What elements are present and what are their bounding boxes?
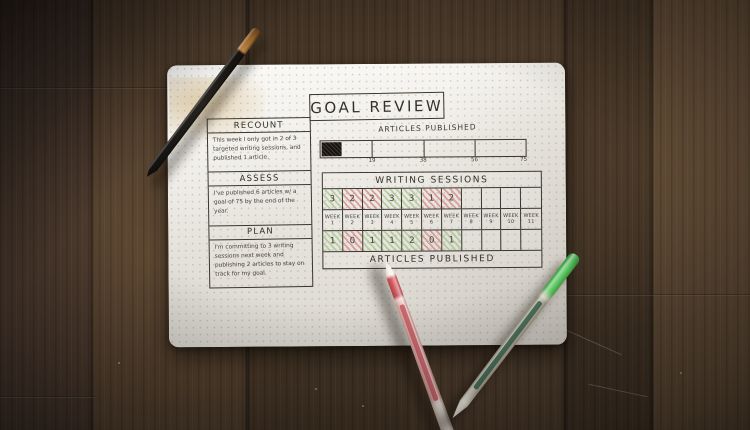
- section-text-assess: I've published 6 articles w/ a goal of 7…: [213, 189, 297, 216]
- article-cell: [481, 230, 502, 251]
- journal-page: GOAL REVIEW RECOUNT This week I only got…: [167, 62, 567, 348]
- tracker-footer: ARTICLES PUBLISHED: [369, 254, 496, 265]
- plank-seam: [0, 396, 96, 398]
- dust-speck: [680, 372, 682, 374]
- week-cell: WEEK 10: [501, 208, 522, 230]
- tick-label: 75: [520, 156, 528, 163]
- progress-tick: [474, 140, 476, 157]
- article-cell: 2: [402, 230, 423, 251]
- session-cell: 1: [421, 188, 442, 209]
- session-cell: 3: [322, 189, 343, 210]
- progress-bar-title: ARTICLES PUBLISHED: [378, 122, 477, 134]
- session-cell: 3: [382, 188, 403, 209]
- week-cell: WEEK 8: [461, 209, 482, 230]
- articles-row: 1 0 1 1 2 0 1: [323, 229, 542, 253]
- dust-speck: [118, 362, 120, 364]
- tracker-header: WRITING SESSIONS: [322, 171, 541, 190]
- review-panel: RECOUNT This week I only got in 2 of 3 t…: [206, 116, 314, 289]
- section-text-plan: I'm committing to 3 writing sessions nex…: [214, 242, 305, 278]
- section-label-plan: PLAN: [209, 223, 312, 241]
- session-cell: 2: [362, 188, 383, 210]
- session-cell: [481, 188, 502, 209]
- dust-speck: [362, 405, 364, 407]
- week-cell: WEEK 9: [481, 209, 502, 230]
- progress-fill: [321, 142, 342, 157]
- article-cell: 1: [382, 230, 403, 251]
- plank-seam: [0, 87, 170, 89]
- article-cell: [521, 230, 541, 250]
- article-cell: [501, 229, 522, 251]
- weeks-row: WEEK 1 WEEK 2 WEEK 3 WEEK 4 WEEK 5 WEEK 6 WEEK…: [323, 208, 542, 232]
- week-cell: WEEK 4: [382, 209, 403, 230]
- sessions-row: 3 2 2 3 3 1 2: [322, 187, 542, 211]
- session-cell: 3: [402, 188, 423, 209]
- session-cell: [521, 188, 541, 208]
- week-cell: WEEK 2: [342, 210, 363, 231]
- page-title: GOAL REVIEW: [310, 96, 444, 117]
- page-title-box: GOAL REVIEW: [309, 91, 445, 122]
- session-cell: 2: [342, 189, 363, 210]
- articles-progress-bar: 19 38 56 75: [319, 138, 527, 164]
- week-cell: WEEK 5: [402, 209, 423, 230]
- article-cell: 0: [342, 231, 363, 252]
- progress-tick: [423, 140, 425, 157]
- tick-label: 38: [419, 157, 427, 164]
- article-cell: 1: [362, 230, 383, 252]
- tick-label: 56: [470, 157, 478, 164]
- week-cell: WEEK 1: [323, 210, 343, 231]
- tick-label: 19: [368, 157, 376, 164]
- habit-tracker-table: WRITING SESSIONS 3 2 2 3 3 1 2 WEEK 1 WEE…: [321, 170, 543, 270]
- article-cell: 1: [442, 230, 463, 251]
- dust-speck: [315, 388, 317, 390]
- session-cell: [461, 188, 482, 209]
- section-text-recount: This week I only got in 2 of 3 targeted …: [212, 135, 301, 162]
- session-cell: [501, 187, 522, 209]
- article-cell: 0: [422, 230, 443, 251]
- week-cell: WEEK 7: [441, 209, 462, 230]
- progress-tick: [371, 140, 374, 157]
- article-cell: 1: [323, 231, 344, 252]
- article-cell: [461, 230, 482, 251]
- plank-seam: [558, 294, 750, 296]
- week-cell: WEEK 11: [523, 212, 539, 225]
- week-cell: WEEK 3: [362, 209, 383, 231]
- week-cell: WEEK 6: [422, 209, 443, 230]
- session-cell: 2: [441, 188, 462, 209]
